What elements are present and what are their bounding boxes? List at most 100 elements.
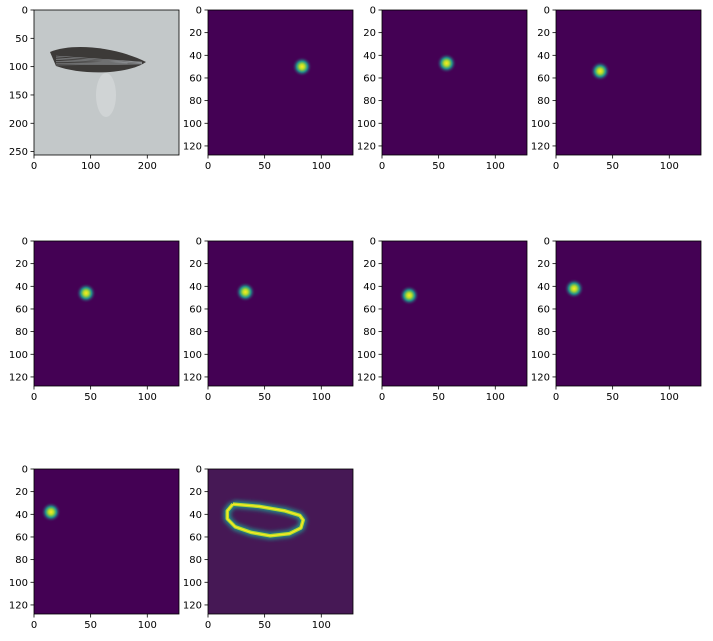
y-tick-label: 60 bbox=[537, 304, 550, 315]
y-tick-label: 200 bbox=[9, 119, 28, 130]
y-tick-label: 50 bbox=[15, 34, 28, 45]
wing-vein bbox=[55, 61, 143, 64]
y-tick-label: 40 bbox=[189, 282, 202, 293]
y-tick-label: 40 bbox=[363, 51, 376, 62]
heatmap-background bbox=[382, 10, 527, 155]
y-tick-label: 150 bbox=[9, 90, 28, 101]
x-tick-label: 50 bbox=[258, 392, 271, 403]
heatmap-peak bbox=[590, 61, 611, 82]
y-tick-label: 20 bbox=[189, 259, 202, 270]
contour-core bbox=[226, 503, 304, 537]
heatmap-peak bbox=[40, 502, 61, 523]
axes-frame bbox=[207, 240, 354, 387]
x-tick-label: 50 bbox=[432, 161, 445, 172]
x-tick-label: 0 bbox=[553, 161, 559, 172]
y-tick-label: 0 bbox=[544, 6, 550, 17]
x-tick-label: 50 bbox=[258, 161, 271, 172]
y-tick-label: 60 bbox=[363, 304, 376, 315]
y-tick-label: 60 bbox=[189, 304, 202, 315]
x-tick-label: 50 bbox=[606, 392, 619, 403]
y-tick-label: 100 bbox=[183, 119, 202, 130]
y-tick-label: 80 bbox=[537, 96, 550, 107]
x-tick-label: 100 bbox=[660, 392, 679, 403]
y-tick-label: 100 bbox=[183, 578, 202, 589]
axes-frame bbox=[33, 9, 180, 156]
y-tick-label: 20 bbox=[189, 487, 202, 498]
y-tick-label: 80 bbox=[189, 555, 202, 566]
y-tick-label: 40 bbox=[189, 51, 202, 62]
subplot-10: 0 50 100 0 20 40 60 80 100 120 bbox=[183, 465, 354, 631]
heatmap-background bbox=[556, 10, 701, 155]
y-tick-label: 60 bbox=[363, 73, 376, 84]
wing-vein bbox=[55, 59, 143, 64]
x-tick-label: 50 bbox=[606, 161, 619, 172]
axes-frame bbox=[555, 9, 702, 156]
y-tick-label: 120 bbox=[531, 141, 550, 152]
x-tick-label: 200 bbox=[138, 161, 157, 172]
subplot-6: 0 50 100 0 20 40 60 80 100 120 bbox=[183, 237, 354, 403]
axes-frame bbox=[207, 468, 354, 615]
x-tick-label: 50 bbox=[84, 392, 97, 403]
y-tick-label: 100 bbox=[9, 578, 28, 589]
y-tick-label: 0 bbox=[196, 6, 202, 17]
heatmap-peak bbox=[436, 53, 457, 74]
axes-frame bbox=[555, 240, 702, 387]
subplot-8: 0 50 100 0 20 40 60 80 100 120 bbox=[531, 237, 702, 403]
subplot-9: 0 50 100 0 20 40 60 80 100 120 bbox=[9, 465, 180, 631]
heatmap-background bbox=[208, 241, 353, 386]
y-tick-label: 0 bbox=[22, 465, 28, 476]
subplot-3: 0 50 100 0 20 40 60 80 100 120 bbox=[357, 6, 528, 172]
y-tick-label: 20 bbox=[537, 28, 550, 39]
y-tick-label: 100 bbox=[357, 119, 376, 130]
x-tick-label: 100 bbox=[312, 392, 331, 403]
x-tick-label: 0 bbox=[205, 620, 211, 631]
x-tick-label: 100 bbox=[486, 161, 505, 172]
y-tick-label: 80 bbox=[363, 327, 376, 338]
y-tick-label: 60 bbox=[189, 73, 202, 84]
subplot-7: 0 50 100 0 20 40 60 80 100 120 bbox=[357, 237, 528, 403]
y-tick-label: 60 bbox=[189, 532, 202, 543]
y-tick-label: 40 bbox=[15, 510, 28, 521]
y-tick-label: 120 bbox=[9, 600, 28, 611]
y-tick-label: 120 bbox=[183, 141, 202, 152]
y-tick-label: 40 bbox=[537, 282, 550, 293]
y-tick-label: 40 bbox=[537, 51, 550, 62]
photo-highlight bbox=[96, 73, 116, 117]
x-tick-label: 0 bbox=[31, 620, 37, 631]
y-tick-label: 120 bbox=[357, 141, 376, 152]
subplot-4: 0 50 100 0 20 40 60 80 100 120 bbox=[531, 6, 702, 172]
y-tick-label: 0 bbox=[22, 6, 28, 17]
subplot-1: 0 100 200 0 50 100 150 200 250 bbox=[9, 6, 180, 172]
axes-frame bbox=[381, 240, 528, 387]
y-tick-label: 20 bbox=[363, 259, 376, 270]
y-tick-label: 100 bbox=[357, 350, 376, 361]
x-tick-label: 0 bbox=[31, 392, 37, 403]
y-tick-label: 60 bbox=[15, 532, 28, 543]
heatmap-peak bbox=[292, 56, 313, 77]
x-tick-label: 0 bbox=[379, 392, 385, 403]
y-tick-label: 20 bbox=[15, 259, 28, 270]
y-tick-label: 0 bbox=[544, 237, 550, 248]
y-tick-label: 120 bbox=[183, 372, 202, 383]
y-tick-label: 0 bbox=[196, 237, 202, 248]
axes-frame bbox=[207, 9, 354, 156]
wing-shape bbox=[50, 47, 146, 73]
x-tick-label: 100 bbox=[138, 392, 157, 403]
axes-frame bbox=[381, 9, 528, 156]
heatmap-background bbox=[208, 10, 353, 155]
x-tick-label: 50 bbox=[84, 620, 97, 631]
y-tick-label: 0 bbox=[370, 237, 376, 248]
y-tick-label: 20 bbox=[15, 487, 28, 498]
heatmap-peak bbox=[399, 285, 420, 306]
y-tick-label: 100 bbox=[9, 350, 28, 361]
y-tick-label: 80 bbox=[189, 327, 202, 338]
x-tick-label: 0 bbox=[31, 161, 37, 172]
subplot-2: 0 50 100 0 20 40 60 80 100 120 bbox=[183, 6, 354, 172]
y-tick-label: 0 bbox=[196, 465, 202, 476]
x-tick-label: 0 bbox=[205, 161, 211, 172]
x-tick-label: 0 bbox=[553, 392, 559, 403]
heatmap-background bbox=[34, 241, 179, 386]
y-tick-label: 20 bbox=[363, 28, 376, 39]
y-tick-label: 100 bbox=[183, 350, 202, 361]
